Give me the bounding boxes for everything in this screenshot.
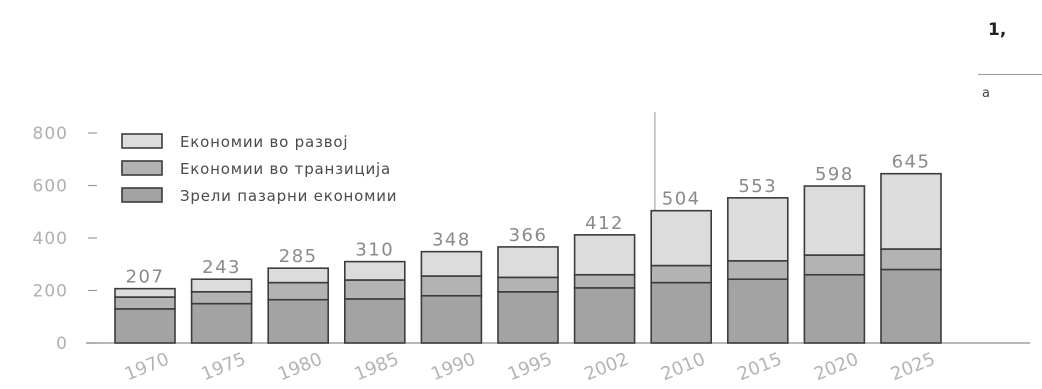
y-tick-label: 0	[56, 334, 68, 354]
corner-rule	[978, 74, 1042, 75]
legend-label: Економии во транзиција	[180, 160, 391, 178]
bar-segment	[726, 260, 789, 281]
bar-total-label: 243	[202, 257, 241, 278]
x-tick-label: 2002	[581, 349, 631, 386]
bar-total-label: 285	[279, 246, 318, 267]
bar-total-label: 504	[662, 189, 701, 210]
bar-segment	[267, 281, 330, 301]
bar-segment	[343, 298, 406, 344]
bar-segment	[880, 172, 942, 250]
legend-swatch	[121, 187, 163, 203]
bar-segment	[114, 308, 176, 344]
bar-total-label: 207	[126, 267, 165, 288]
bar-segment	[803, 185, 866, 256]
y-tick-label: 800	[33, 124, 68, 144]
y-tick-label: 200	[33, 282, 68, 302]
legend-swatch	[121, 160, 163, 176]
bar-segment	[573, 273, 636, 289]
corner-mark: 1,	[988, 20, 1007, 40]
bar-segment	[420, 250, 483, 277]
x-tick-label: 1995	[505, 349, 555, 386]
x-tick-label: 1970	[122, 349, 172, 386]
bar-segment	[880, 248, 942, 271]
bar-segment	[420, 294, 483, 344]
y-tick-label: 600	[33, 177, 68, 197]
bar-segment	[114, 296, 176, 310]
legend-swatch	[121, 133, 163, 149]
x-tick-label: 2015	[735, 349, 785, 386]
y-tick-label: 400	[33, 229, 68, 249]
bar-segment	[650, 264, 713, 284]
bar-segment	[343, 279, 406, 300]
x-tick-label: 2010	[658, 349, 708, 386]
bar-total-label: 645	[892, 152, 931, 173]
bar-total-label: 412	[585, 213, 624, 234]
bar-segment	[880, 268, 942, 344]
bar-segment	[803, 273, 866, 344]
bar-segment	[803, 254, 866, 276]
x-tick-label: 2025	[888, 349, 938, 386]
bar-segment	[267, 298, 330, 344]
bar-total-label: 366	[509, 225, 548, 246]
bar-segment	[420, 275, 483, 297]
legend-label: Економии во развој	[180, 133, 348, 151]
bar-segment	[114, 287, 176, 298]
bar-total-label: 553	[738, 176, 777, 197]
bar-total-label: 310	[355, 240, 394, 261]
bar-segment	[650, 209, 713, 267]
x-tick-label: 1990	[428, 349, 478, 386]
legend-label: Зрели пазарни економии	[180, 187, 397, 205]
bar-segment	[573, 234, 636, 276]
bar-segment	[267, 267, 330, 284]
bar-total-label: 598	[815, 164, 854, 185]
bar-segment	[497, 276, 559, 293]
corner-letter: a	[982, 86, 990, 101]
bar-segment	[726, 278, 789, 344]
bar-segment	[190, 278, 253, 293]
bar-segment	[650, 281, 713, 344]
bar-segment	[573, 287, 636, 344]
bar-segment	[343, 260, 406, 281]
bar-total-label: 348	[432, 230, 471, 251]
bar-segment	[190, 291, 253, 305]
bar-segment	[190, 302, 253, 344]
bar-segment	[726, 197, 789, 262]
x-tick-label: 1980	[275, 349, 325, 386]
bar-segment	[497, 291, 559, 344]
x-tick-label: 2020	[811, 349, 861, 386]
x-tick-label: 1975	[198, 349, 248, 386]
x-tick-label: 1985	[352, 349, 402, 386]
bar-segment	[497, 246, 559, 279]
